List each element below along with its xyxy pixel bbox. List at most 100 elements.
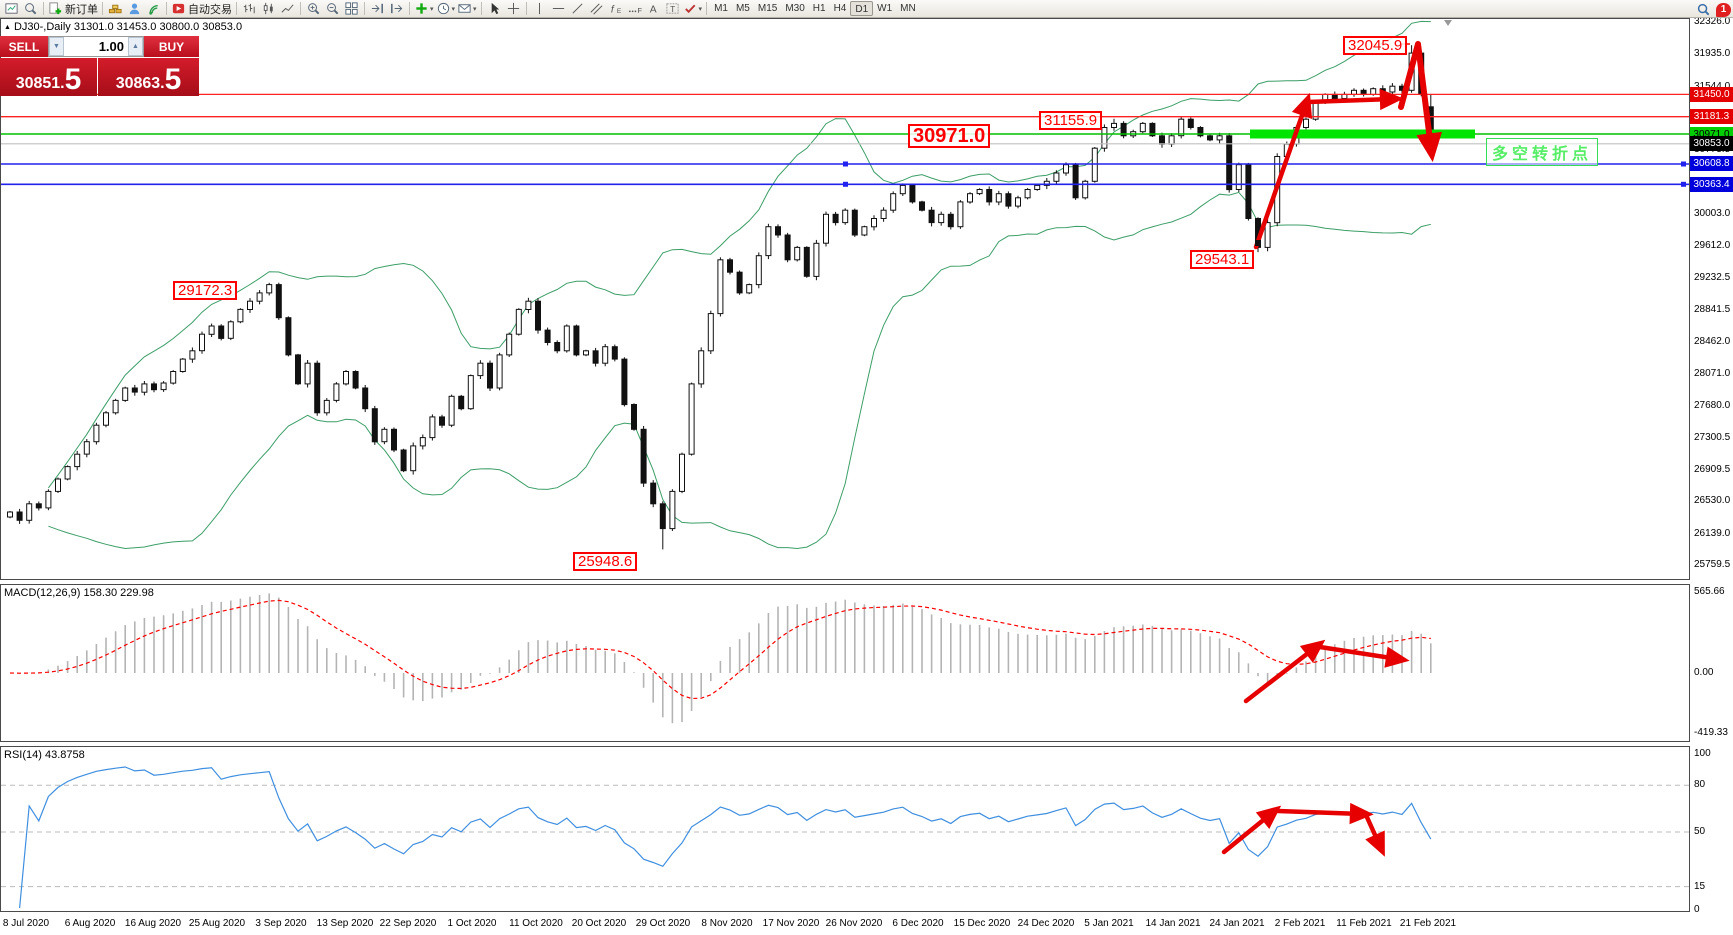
dropdown-icon[interactable]: ▾ <box>698 5 703 13</box>
label-button[interactable]: T <box>663 0 682 17</box>
price-axis-tick: 29232.5 <box>1694 272 1731 283</box>
timeframe-w1[interactable]: W1 <box>877 3 893 14</box>
auto-scroll-button[interactable] <box>368 0 387 17</box>
signal-button[interactable] <box>144 0 163 17</box>
price-flag[interactable]: 30971.0 <box>908 124 991 148</box>
vertical-line-button[interactable] <box>530 0 549 17</box>
date-axis[interactable] <box>0 912 1733 935</box>
timeframe-m15[interactable]: M15 <box>757 3 778 14</box>
timeframe-h4[interactable]: H4 <box>833 3 847 14</box>
svg-text:A: A <box>649 4 656 15</box>
trendline-button[interactable] <box>568 0 587 17</box>
line-chart-type-button[interactable] <box>278 0 297 17</box>
sell-button[interactable]: SELL <box>0 36 48 57</box>
periods-button[interactable]: ▾ <box>435 0 457 17</box>
charts-window-button[interactable] <box>2 0 21 17</box>
text-button[interactable]: A <box>644 0 663 17</box>
buy-button[interactable]: BUY <box>144 36 199 57</box>
price-axis-tick: 27300.5 <box>1694 432 1731 443</box>
toolbar-separator <box>525 2 527 15</box>
price-flag[interactable]: 32045.9 <box>1343 36 1408 55</box>
date-label: 17 Nov 2020 <box>762 918 820 929</box>
timeframe-m1[interactable]: M1 <box>714 3 728 14</box>
bar-chart-type-button[interactable] <box>240 0 259 17</box>
price-axis-tick: 31544.0 <box>1694 81 1730 92</box>
volume-up-icon[interactable]: ▲ <box>128 37 143 56</box>
price-flag[interactable]: 31155.9 <box>1039 111 1103 130</box>
zoom-in-icon <box>308 3 320 15</box>
dropdown-icon[interactable]: ▾ <box>451 5 456 13</box>
bar-chart-type-icon <box>243 3 255 14</box>
price-axis-line-label: 31450.0 <box>1690 87 1733 102</box>
crosshair-button[interactable] <box>504 0 523 17</box>
equidistant-channel-icon <box>590 3 603 15</box>
volume-stepper[interactable]: ▼ 1.00 ▲ <box>48 36 144 57</box>
date-label: 26 Nov 2020 <box>825 918 883 929</box>
date-label: 16 Aug 2020 <box>124 918 182 929</box>
price-axis-tick: 26139.0 <box>1694 528 1731 539</box>
zoom-out-button[interactable] <box>323 0 342 17</box>
horizontal-line-button[interactable] <box>549 0 568 17</box>
timeframe-d1[interactable]: D1 <box>850 1 874 16</box>
notification-badge[interactable]: 1 <box>1716 2 1731 17</box>
search-button[interactable] <box>1694 1 1713 18</box>
note-label[interactable]: 多空转折点 <box>1486 138 1599 166</box>
volume-value[interactable]: 1.00 <box>98 39 124 54</box>
date-label: 20 Oct 2020 <box>571 918 627 929</box>
toolbar: 新订单 自动交易 ▾ ▾ ▾ f E F A T ▾ M1 M5 M15 M30 H1 H4 D1 W1 MN 1 <box>0 0 1733 18</box>
date-label: 25 Aug 2020 <box>188 918 246 929</box>
new-order-button[interactable]: 新订单 <box>47 0 99 17</box>
rsi-indicator-label: RSI(14) 43.8758 <box>4 749 85 761</box>
price-axis-line-label: 30608.8 <box>1690 156 1733 171</box>
date-label: 6 Aug 2020 <box>64 918 116 929</box>
rsi-panel[interactable] <box>0 746 1690 912</box>
price-flag[interactable]: 25948.6 <box>573 552 638 571</box>
line-chart-type-icon <box>281 4 294 13</box>
timeframe-h1[interactable]: H1 <box>812 3 826 14</box>
community-button[interactable] <box>125 0 144 17</box>
sell-price-main: 30851. <box>15 75 65 92</box>
chart-shift-button[interactable] <box>387 0 406 17</box>
date-label: 5 Jan 2021 <box>1084 918 1134 929</box>
fibo-expansion-button[interactable]: F <box>625 0 644 17</box>
price-flag[interactable]: 29172.3 <box>173 281 238 300</box>
auto-trading-button[interactable]: 自动交易 <box>170 0 233 17</box>
dropdown-icon[interactable]: ▾ <box>430 5 434 13</box>
auto-trading-label: 自动交易 <box>188 3 232 16</box>
buy-price-big: 5 <box>164 63 182 96</box>
main-chart-panel[interactable] <box>0 18 1690 580</box>
price-flag[interactable]: 29543.1 <box>1190 250 1255 269</box>
sell-price[interactable]: 30851. 5 <box>0 58 97 96</box>
toolbar-separator <box>409 2 410 15</box>
timeframe-m5[interactable]: M5 <box>735 3 750 14</box>
date-label: 22 Sep 2020 <box>379 918 437 929</box>
toolbar-separator <box>43 2 44 15</box>
gold-button[interactable] <box>106 0 125 17</box>
volume-down-icon[interactable]: ▼ <box>49 37 64 56</box>
cursor-button[interactable] <box>485 0 504 17</box>
zoom-in-button[interactable] <box>304 0 323 17</box>
equidistant-channel-button[interactable] <box>587 0 606 17</box>
indicators-button[interactable]: ▾ <box>413 0 435 17</box>
market-watch-button[interactable] <box>21 0 40 17</box>
buy-price-main: 30863. <box>115 75 165 92</box>
collapse-icon[interactable]: ▲ <box>4 24 11 31</box>
svg-text:F: F <box>637 6 642 15</box>
buy-price[interactable]: 30863. 5 <box>98 58 199 96</box>
toolbar-separator <box>236 2 237 15</box>
candle-chart-type-button[interactable] <box>259 0 278 17</box>
date-label: 3 Sep 2020 <box>255 918 307 929</box>
macd-panel[interactable] <box>0 584 1690 742</box>
timeframe-mn[interactable]: MN <box>900 3 916 14</box>
dropdown-icon[interactable]: ▾ <box>473 5 477 13</box>
price-axis-tick: 29612.0 <box>1694 240 1731 251</box>
toolbar-separator <box>706 2 708 15</box>
market-watch-icon <box>25 3 37 15</box>
arrows-button[interactable]: ▾ <box>682 0 704 17</box>
timeframe-m30[interactable]: M30 <box>785 3 805 14</box>
rsi-axis-label: 50 <box>1694 826 1706 837</box>
templates-button[interactable]: ▾ <box>456 0 478 17</box>
tile-windows-button[interactable] <box>342 0 361 17</box>
